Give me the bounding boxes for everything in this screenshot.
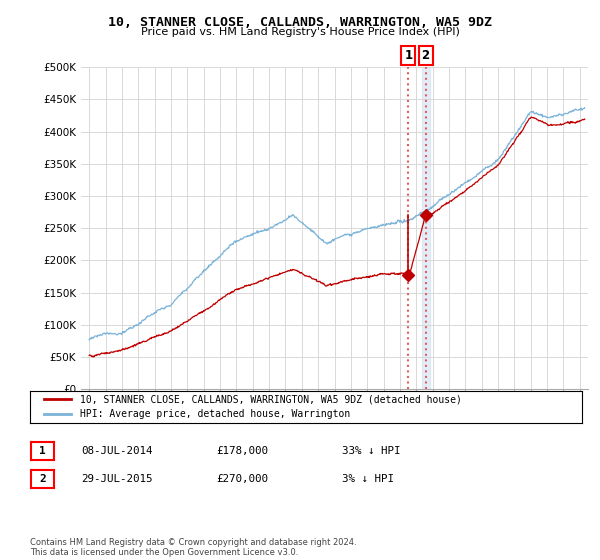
Text: 1: 1 bbox=[404, 49, 412, 62]
Text: 33% ↓ HPI: 33% ↓ HPI bbox=[342, 446, 401, 456]
Text: 10, STANNER CLOSE, CALLANDS, WARRINGTON, WA5 9DZ (detached house): 10, STANNER CLOSE, CALLANDS, WARRINGTON,… bbox=[80, 394, 461, 404]
Text: 08-JUL-2014: 08-JUL-2014 bbox=[81, 446, 152, 456]
Text: Price paid vs. HM Land Registry's House Price Index (HPI): Price paid vs. HM Land Registry's House … bbox=[140, 27, 460, 37]
Text: £270,000: £270,000 bbox=[216, 474, 268, 484]
Text: 3% ↓ HPI: 3% ↓ HPI bbox=[342, 474, 394, 484]
Text: £178,000: £178,000 bbox=[216, 446, 268, 456]
Bar bbox=[422, 67, 430, 389]
Text: 2: 2 bbox=[422, 49, 430, 62]
Text: 2: 2 bbox=[39, 474, 46, 484]
Text: 29-JUL-2015: 29-JUL-2015 bbox=[81, 474, 152, 484]
Text: Contains HM Land Registry data © Crown copyright and database right 2024.
This d: Contains HM Land Registry data © Crown c… bbox=[30, 538, 356, 557]
Text: HPI: Average price, detached house, Warrington: HPI: Average price, detached house, Warr… bbox=[80, 409, 350, 419]
Text: 1: 1 bbox=[39, 446, 46, 456]
Text: 10, STANNER CLOSE, CALLANDS, WARRINGTON, WA5 9DZ: 10, STANNER CLOSE, CALLANDS, WARRINGTON,… bbox=[108, 16, 492, 29]
